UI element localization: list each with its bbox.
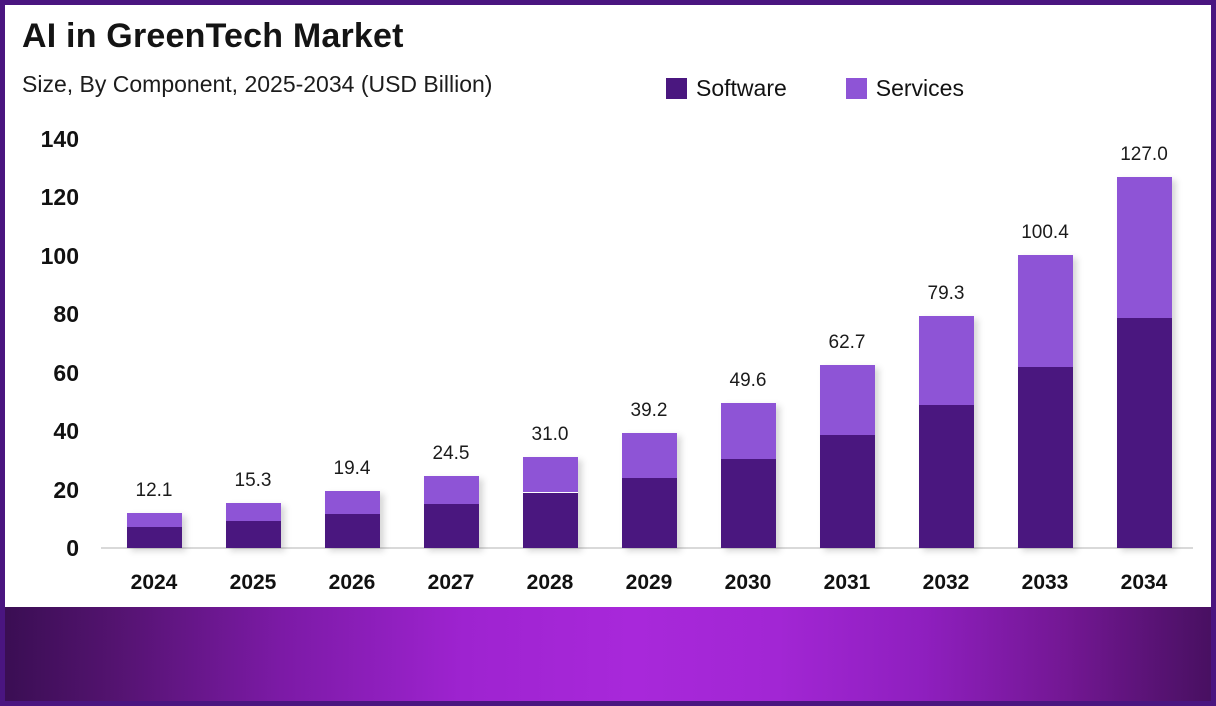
bar-segment-services [423, 476, 479, 504]
bar-2032 [918, 316, 974, 548]
bar-total-label: 31.0 [531, 424, 569, 446]
bar-segment-software [522, 492, 578, 548]
bar-segment-software [621, 477, 677, 548]
bar-segment-services [225, 503, 281, 521]
footer-banner: The Market will Grow At the CAGR of: 26.… [5, 607, 1211, 701]
bar-2033 [1017, 254, 1073, 548]
bar-segment-software [819, 434, 875, 548]
x-axis-label: 2026 [328, 571, 376, 594]
bar-total-label: 49.6 [729, 370, 767, 392]
x-axis-label: 2027 [427, 571, 475, 594]
x-axis-label: 2030 [724, 571, 772, 594]
bar-segment-services [1017, 254, 1073, 367]
page-title: AI in GreenTech Market [22, 17, 404, 55]
y-axis-tick: 0 [66, 535, 79, 561]
bar-total-label: 19.4 [333, 458, 371, 480]
legend-label-software: Software [696, 75, 787, 101]
bar-2034 [1116, 177, 1172, 548]
y-axis-tick: 140 [40, 126, 79, 153]
x-axis-line [101, 547, 1193, 549]
bar-2030 [720, 403, 776, 548]
bar-segment-services [720, 403, 776, 459]
bar-segment-services [126, 512, 182, 527]
bar-segment-services [819, 364, 875, 435]
bar-segment-software [126, 526, 182, 548]
bar-2025 [225, 503, 281, 548]
bar-total-label: 127.0 [1120, 144, 1168, 166]
bar-2031 [819, 364, 875, 548]
chart-subtitle: Size, By Component, 2025-2034 (USD Billi… [22, 71, 493, 97]
bar-segment-software [225, 520, 281, 548]
stacked-bar-chart: 0 20 40 60 80 100 120 140 12.1 2024 15.3 2025 19.4 20… [5, 5, 1211, 701]
legend-swatch-software-icon [666, 78, 687, 99]
legend-swatch-services-icon [845, 78, 867, 99]
bar-2029 [621, 433, 677, 548]
bar-2027 [423, 476, 479, 548]
chart-legend: Software Services [666, 75, 964, 102]
bar-total-label: 24.5 [432, 443, 470, 465]
bar-2024 [126, 512, 182, 548]
x-axis-label: 2032 [922, 571, 970, 594]
x-axis-label: 2031 [823, 571, 871, 594]
bar-2028 [522, 457, 578, 548]
x-axis-label: 2024 [130, 571, 178, 594]
bar-segment-software [1017, 366, 1073, 548]
x-axis-label: 2028 [526, 571, 574, 594]
y-axis-tick: 40 [53, 418, 79, 445]
bar-segment-software [918, 404, 974, 548]
legend-item-software: Software [666, 75, 787, 102]
legend-label-services: Services [875, 75, 964, 101]
bar-segment-services [621, 433, 677, 478]
bar-segment-software [1116, 317, 1172, 548]
bar-segment-software [423, 503, 479, 548]
bar-total-label: 15.3 [234, 470, 272, 492]
bar-total-label: 100.4 [1021, 221, 1069, 243]
bar-total-label: 39.2 [630, 400, 668, 422]
y-axis-tick: 60 [53, 359, 79, 386]
bar-segment-services [918, 316, 974, 405]
y-axis-tick: 80 [53, 301, 79, 328]
bar-total-label: 12.1 [135, 479, 173, 501]
y-axis-tick: 120 [40, 184, 79, 211]
x-axis-label: 2025 [229, 571, 277, 594]
bar-2026 [324, 491, 380, 548]
bar-segment-software [324, 513, 380, 548]
x-axis-label: 2034 [1120, 571, 1168, 594]
bar-segment-services [522, 457, 578, 493]
x-axis-label: 2033 [1021, 571, 1069, 594]
bar-total-label: 62.7 [828, 331, 866, 353]
x-axis-label: 2029 [625, 571, 673, 594]
bar-segment-services [324, 491, 380, 514]
legend-item-services: Services [845, 75, 964, 102]
bar-segment-software [720, 458, 776, 548]
bar-total-label: 79.3 [927, 283, 965, 305]
y-axis-tick: 100 [40, 242, 79, 269]
bar-segment-services [1116, 177, 1172, 318]
y-axis-tick: 20 [53, 476, 79, 503]
